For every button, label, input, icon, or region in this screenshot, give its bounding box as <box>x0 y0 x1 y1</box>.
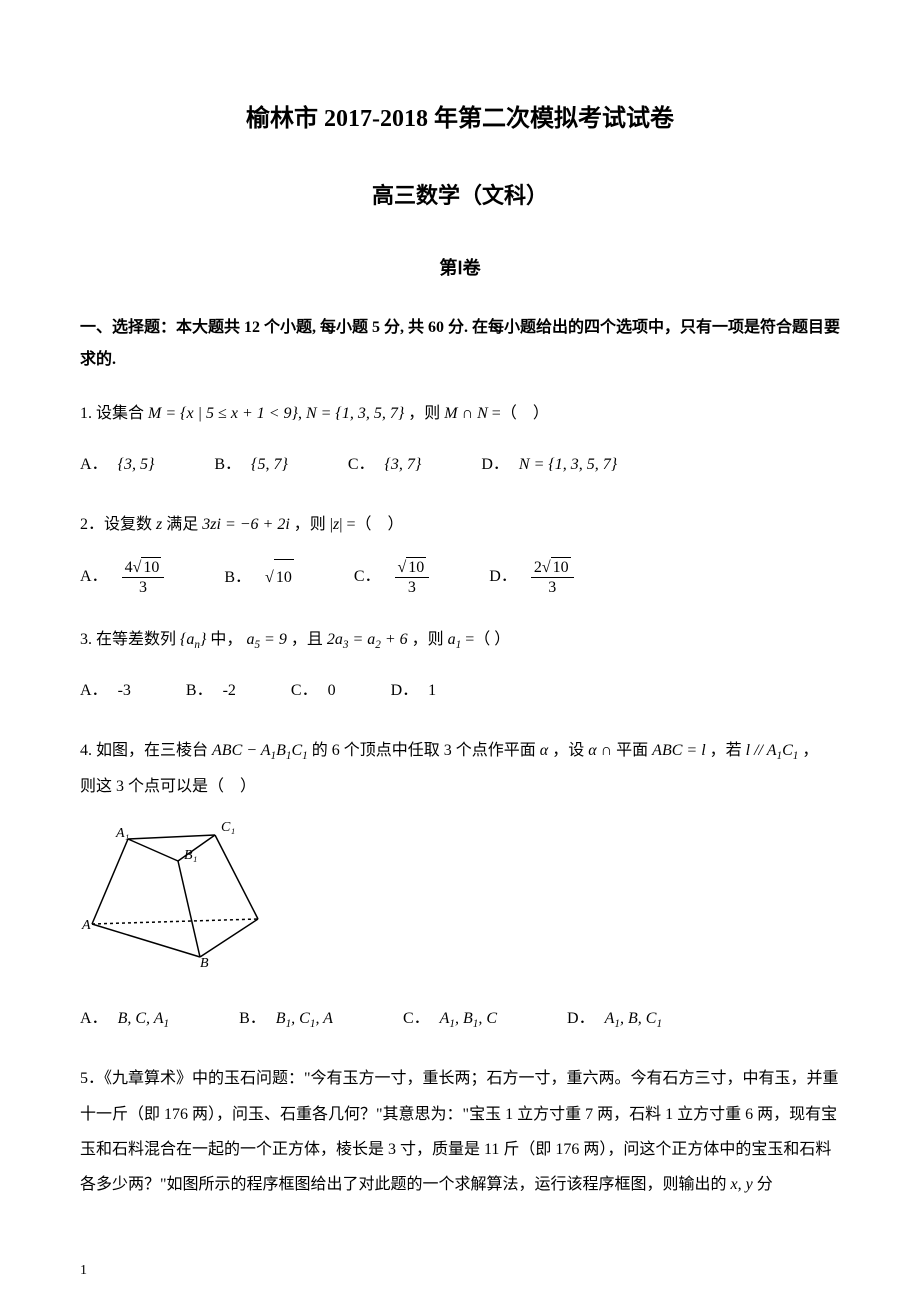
q3-mid1: 中， <box>210 631 242 648</box>
q1-stem-tail: ，则 M ∩ N =（ ） <box>408 405 549 422</box>
q4-option-d: D．A1, B, C1 <box>567 1001 662 1037</box>
q4-mid1: 的 6 个顶点中任取 3 个点作平面 <box>312 742 540 759</box>
q4-alpha2: α <box>588 742 596 759</box>
q5-stem: 5．《九章算术》中的玉石问题："今有玉方一寸，重长两；石方一寸，重六两。今有石方… <box>80 1070 839 1193</box>
q3-rel: 2a3 = a2 + 6 <box>327 631 408 648</box>
q4-options: A．B, C, A1 B．B1, C1, A C．A1, B1, C D．A1,… <box>80 1001 840 1037</box>
q3-options: A．-3 B．-2 C．0 D．1 <box>80 673 840 708</box>
q3-option-b: B．-2 <box>186 673 236 708</box>
q2-option-d: D． 2√103 <box>489 557 573 597</box>
question-5: 5．《九章算术》中的玉石问题："今有玉方一寸，重长两；石方一寸，重六两。今有石方… <box>80 1061 840 1202</box>
q4-stem-prefix: 4. 如图，在三棱台 <box>80 742 212 759</box>
q4-prism: ABC − A1B1C1 <box>212 742 308 759</box>
q2-option-c: C． √103 <box>354 557 429 597</box>
q1-options: A．{3, 5} B．{5, 7} C．{3, 7} D．N = {1, 3, … <box>80 447 840 482</box>
q1-option-a: A．{3, 5} <box>80 447 154 482</box>
svg-text:A₁: A₁ <box>115 826 129 841</box>
q4-abc: ABC = l <box>652 742 705 759</box>
q1-stem-prefix: 1. 设集合 <box>80 405 148 422</box>
q2-stem-mid: 满足 <box>166 516 202 533</box>
q2-stem-tail: ，则 |z| =（ ） <box>294 516 404 533</box>
question-2: 2．设复数 z 满足 3zi = −6 + 2i ，则 |z| =（ ） A． … <box>80 507 840 598</box>
q2-option-a: A． 4√103 <box>80 557 164 597</box>
page-number: 1 <box>80 1260 87 1282</box>
q3-mid2: ，且 <box>291 631 327 648</box>
question-1: 1. 设集合 M = {x | 5 ≤ x + 1 < 9}, N = {1, … <box>80 396 840 481</box>
q1-option-b: B．{5, 7} <box>214 447 287 482</box>
q2-var-z: z <box>156 516 162 533</box>
q3-option-d: D．1 <box>391 673 437 708</box>
svg-text:C₁: C₁ <box>221 820 235 835</box>
q1-option-d: D．N = {1, 3, 5, 7} <box>481 447 617 482</box>
q3-seq: {an} <box>180 631 206 648</box>
q4-alpha1: α <box>540 742 548 759</box>
title-subtitle: 高三数学（文科） <box>80 178 840 213</box>
svg-text:A: A <box>81 918 91 933</box>
q4-parallel: l // A1C1 <box>746 742 799 759</box>
q3-option-c: C．0 <box>291 673 336 708</box>
q4-option-a: A．B, C, A1 <box>80 1001 169 1037</box>
q2-options: A． 4√103 B． √10 C． √103 D． 2√103 <box>80 557 840 597</box>
svg-text:B₁: B₁ <box>184 848 197 863</box>
q4-option-c: C．A1, B1, C <box>403 1001 497 1037</box>
question-3: 3. 在等差数列 {an} 中， a5 = 9 ，且 2a3 = a2 + 6 … <box>80 622 840 708</box>
q3-a1: a1 <box>448 631 462 648</box>
q4-mid3: ，若 <box>710 742 746 759</box>
section-instruction: 一、选择题：本大题共 12 个小题, 每小题 5 分, 共 60 分. 在每小题… <box>80 312 840 376</box>
q3-tail: =（ ） <box>465 631 510 648</box>
q1-set-n: N = {1, 3, 5, 7} <box>306 405 404 422</box>
q2-option-b: B． √10 <box>224 559 293 595</box>
q3-option-a: A．-3 <box>80 673 131 708</box>
question-4: 4. 如图，在三棱台 ABC − A1B1C1 的 6 个顶点中任取 3 个点作… <box>80 733 840 1036</box>
q4-mid2: ，设 <box>552 742 588 759</box>
q2-equation: 3zi = −6 + 2i <box>202 516 290 533</box>
prism-diagram-svg: ABCA₁B₁C₁ <box>80 819 265 967</box>
q3-a5: a5 = 9 <box>246 631 286 648</box>
q1-set-m: M = {x | 5 ≤ x + 1 < 9} <box>148 405 298 422</box>
q4-option-b: B．B1, C1, A <box>239 1001 333 1037</box>
q2-stem-prefix: 2．设复数 <box>80 516 156 533</box>
q4-cap: ∩ 平面 <box>601 742 653 759</box>
title-main: 榆林市 2017-2018 年第二次模拟考试试卷 <box>80 100 840 138</box>
section-label: 第Ⅰ卷 <box>80 254 840 283</box>
q1-option-c: C．{3, 7} <box>348 447 421 482</box>
q3-mid3: ，则 <box>412 631 448 648</box>
q4-figure: ABCA₁B₁C₁ <box>80 819 840 980</box>
svg-text:B: B <box>200 956 209 967</box>
q3-stem-prefix: 3. 在等差数列 <box>80 631 180 648</box>
